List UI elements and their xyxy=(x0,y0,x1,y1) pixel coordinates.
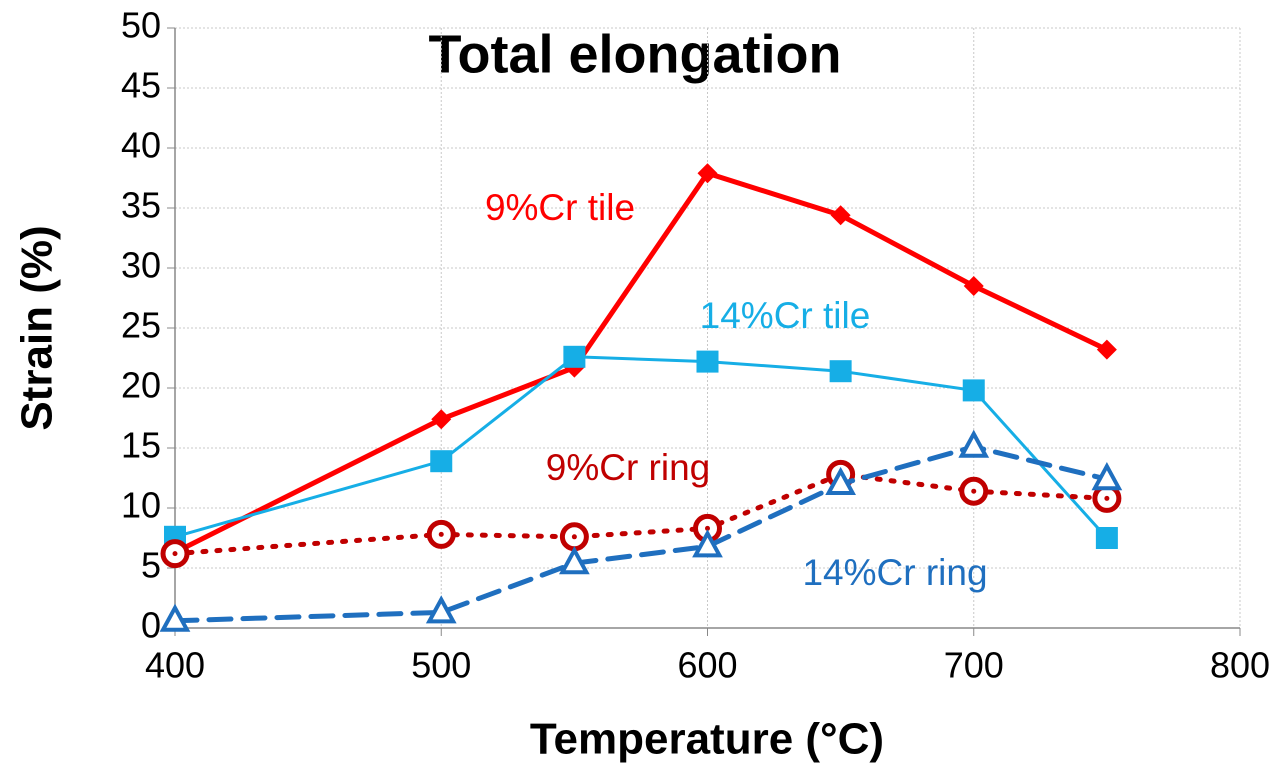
y-axis-title: Strain (%) xyxy=(13,225,62,430)
y-tick-label: 5 xyxy=(141,545,161,586)
series-label: 14%Cr ring xyxy=(802,552,987,593)
marker xyxy=(1095,527,1118,549)
y-tick-label: 35 xyxy=(121,185,161,226)
marker xyxy=(697,163,718,184)
marker xyxy=(425,595,457,624)
marker-dot xyxy=(438,531,444,537)
y-tick-label: 45 xyxy=(121,65,161,106)
y-tick-label: 20 xyxy=(121,365,161,406)
marker xyxy=(962,379,985,402)
marker xyxy=(963,276,984,296)
marker xyxy=(1091,462,1123,491)
series-label: 9%Cr ring xyxy=(546,447,711,488)
marker xyxy=(825,466,856,495)
series-label: 9%Cr tile xyxy=(485,187,635,228)
marker xyxy=(159,603,191,632)
marker xyxy=(563,345,586,368)
y-tick-label: 15 xyxy=(121,425,161,466)
marker xyxy=(830,205,851,226)
marker xyxy=(431,409,452,430)
y-tick-label: 30 xyxy=(121,245,161,286)
marker xyxy=(829,360,852,383)
marker xyxy=(430,450,453,473)
marker-dot xyxy=(971,488,977,494)
marker-dot xyxy=(705,525,710,531)
y-tick-label: 25 xyxy=(121,305,161,346)
x-tick-label: 800 xyxy=(1210,645,1270,686)
y-tick-label: 0 xyxy=(141,605,161,646)
marker xyxy=(958,429,990,458)
series-label: 14%Cr tile xyxy=(700,295,871,336)
marker xyxy=(692,529,723,558)
x-tick-label: 400 xyxy=(145,645,205,686)
marker-dot xyxy=(571,534,577,540)
x-axis-title: Temperature (°C) xyxy=(530,715,884,764)
x-tick-label: 600 xyxy=(677,645,737,686)
y-tick-label: 10 xyxy=(121,485,161,526)
marker xyxy=(559,546,590,575)
chart-title: Total elongation xyxy=(429,24,842,84)
marker-dot xyxy=(172,551,178,557)
marker-dot xyxy=(1104,495,1110,501)
marker xyxy=(696,350,719,373)
marker xyxy=(1096,339,1117,360)
x-tick-label: 700 xyxy=(944,645,1004,686)
x-tick-label: 500 xyxy=(411,645,471,686)
y-tick-label: 40 xyxy=(121,125,161,166)
y-tick-label: 50 xyxy=(121,5,161,46)
